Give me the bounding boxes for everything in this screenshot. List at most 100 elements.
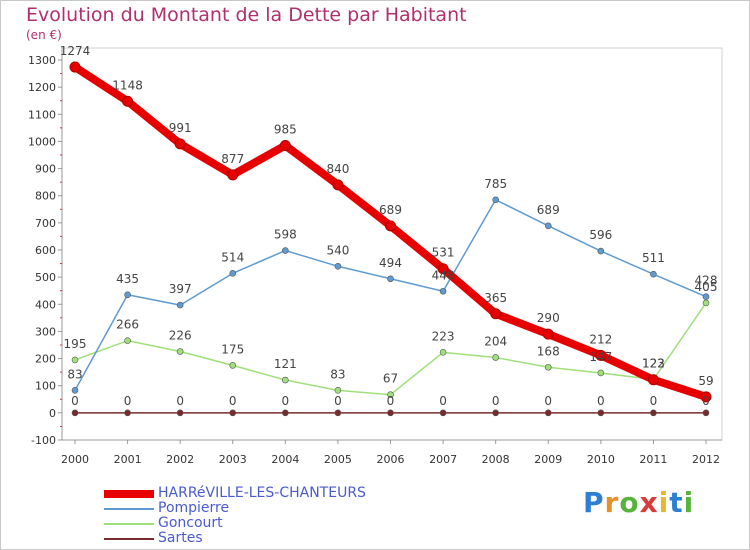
- y-tick-label: 100: [35, 380, 56, 393]
- series-point-2: [176, 348, 184, 355]
- series-point-1: [334, 262, 342, 270]
- y-tick-label: 1300: [28, 54, 56, 67]
- y-tick-label: 0: [49, 407, 56, 420]
- series-point-3: [229, 409, 237, 417]
- legend-swatch-goncourt: [104, 522, 154, 525]
- data-label-0: 1274: [60, 44, 91, 58]
- brand-letter-1: r: [604, 486, 620, 519]
- data-label-0: 531: [432, 246, 455, 260]
- legend-item-sartes: Sartes: [104, 531, 366, 546]
- series-point-2: [71, 356, 79, 364]
- brand-letter-6: i: [683, 486, 695, 519]
- series-point-0: [174, 138, 186, 150]
- data-label-1: 494: [379, 256, 402, 270]
- data-label-3: 0: [71, 394, 79, 408]
- data-label-1: 598: [274, 228, 297, 242]
- legend-label-harreville: HARRéVILLE-LES-CHANTEURS: [158, 485, 366, 501]
- legend-swatch-harreville: [104, 489, 154, 498]
- x-tick-label: 2002: [166, 453, 194, 466]
- data-label-3: 0: [439, 394, 447, 408]
- x-tick-label: 2000: [61, 453, 89, 466]
- data-label-1: 689: [537, 203, 560, 217]
- series-point-3: [387, 409, 394, 417]
- x-tick-label: 2009: [534, 453, 562, 466]
- data-label-3: 0: [702, 394, 710, 408]
- data-label-0: 365: [484, 291, 507, 305]
- legend-swatch-sartes: [104, 537, 154, 540]
- series-point-0: [595, 349, 607, 361]
- series-point-3: [702, 409, 710, 417]
- series-point-1: [544, 222, 552, 230]
- series-point-1: [650, 270, 657, 278]
- data-label-2: 204: [484, 334, 507, 348]
- series-point-2: [387, 391, 394, 398]
- series-point-2: [282, 376, 289, 384]
- x-tick-label: 2012: [692, 453, 720, 466]
- series-point-0: [69, 61, 81, 73]
- series-point-2: [492, 354, 499, 361]
- brand-letter-0: P: [583, 486, 605, 519]
- series-point-3: [597, 409, 605, 417]
- x-tick-label: 2011: [639, 453, 667, 466]
- series-point-3: [544, 409, 552, 417]
- x-tick-label: 2007: [429, 453, 457, 466]
- brand-letter-4: i: [658, 486, 670, 519]
- series-point-1: [176, 301, 184, 309]
- data-label-1: 448: [432, 268, 455, 282]
- data-label-2: 147: [589, 350, 612, 364]
- data-label-1: 83: [67, 367, 82, 381]
- y-tick-label: 800: [35, 190, 56, 203]
- data-label-1: 511: [642, 251, 665, 265]
- legend-swatch-pompierre: [104, 507, 154, 510]
- y-tick-label: 300: [35, 325, 56, 338]
- data-label-2: 266: [116, 318, 139, 332]
- series-point-1: [124, 291, 131, 299]
- data-label-1: 596: [589, 228, 612, 242]
- series-point-3: [176, 409, 184, 417]
- series-point-2: [597, 369, 605, 377]
- series-point-2: [439, 349, 447, 356]
- data-label-1: 514: [221, 250, 244, 264]
- data-label-3: 0: [387, 394, 395, 408]
- series-point-2: [229, 362, 237, 369]
- data-label-3: 0: [650, 394, 658, 408]
- data-label-3: 0: [544, 394, 552, 408]
- series-point-3: [71, 409, 79, 417]
- legend-item-goncourt: Goncourt: [104, 516, 366, 531]
- series-point-2: [544, 363, 552, 371]
- series-point-2: [702, 299, 710, 307]
- series-point-1: [492, 196, 499, 204]
- data-label-1: 428: [695, 274, 718, 288]
- series-point-0: [227, 169, 239, 181]
- data-label-0: 290: [537, 311, 560, 325]
- series-point-0: [700, 391, 712, 403]
- y-tick-label: 1100: [28, 108, 56, 121]
- x-tick-label: 2006: [377, 453, 405, 466]
- data-label-2: 83: [330, 367, 345, 381]
- data-label-2: 223: [432, 329, 455, 343]
- brand-letter-3: x: [639, 486, 659, 519]
- series-point-1: [387, 275, 394, 283]
- chart-legend: HARRéVILLE-LES-CHANTEURS Pompierre Gonco…: [104, 486, 366, 546]
- y-tick-label: 400: [35, 298, 56, 311]
- data-label-2: 195: [64, 337, 87, 351]
- series-point-1: [597, 247, 605, 255]
- x-tick-label: 2010: [587, 453, 615, 466]
- data-label-1: 540: [326, 243, 349, 257]
- x-tick-label: 2005: [324, 453, 352, 466]
- data-label-0: 985: [274, 123, 297, 137]
- data-label-0: 122: [642, 357, 665, 371]
- y-tick-label: 700: [35, 217, 56, 230]
- brand-letter-2: o: [619, 486, 640, 519]
- data-label-3: 0: [282, 394, 290, 408]
- y-tick-label: 900: [35, 163, 56, 176]
- data-label-2: 405: [695, 280, 718, 294]
- brand-logo: Proxiti: [583, 486, 694, 519]
- legend-item-harreville: HARRéVILLE-LES-CHANTEURS: [104, 486, 366, 501]
- data-label-0: 991: [169, 121, 192, 135]
- x-tick-label: 2008: [482, 453, 510, 466]
- y-tick-label: -100: [31, 434, 56, 447]
- data-label-2: 121: [274, 357, 297, 371]
